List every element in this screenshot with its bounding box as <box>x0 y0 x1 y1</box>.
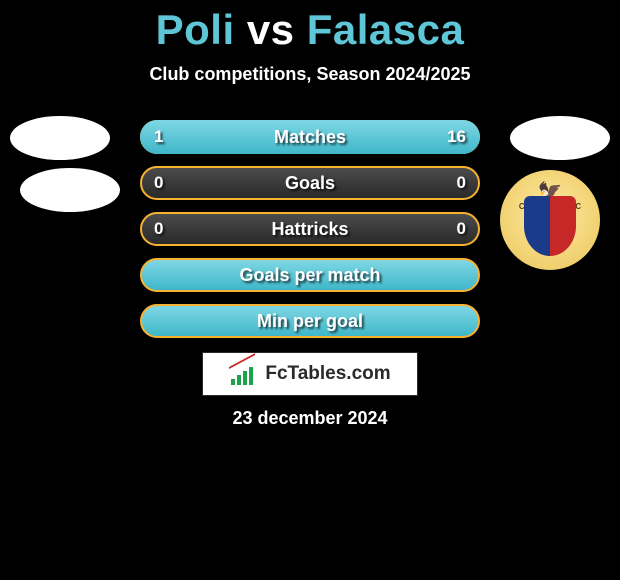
player2-avatar <box>510 116 610 160</box>
stats-panel: 116Matches 00Goals 00Hattricks Goals per ma… <box>140 120 480 350</box>
page-title: Poli vs Falasca <box>0 0 620 54</box>
stat-label: Hattricks <box>140 212 480 246</box>
brand-logo-icon <box>229 363 259 385</box>
title-player2: Falasca <box>307 6 465 53</box>
stat-label: Min per goal <box>140 304 480 338</box>
stat-label: Goals <box>140 166 480 200</box>
stat-label: Matches <box>140 120 480 154</box>
player2-club-crest: 🦅 CASERTANA FC <box>500 170 600 270</box>
stat-row: 00Hattricks <box>140 212 480 246</box>
stat-row: 00Goals <box>140 166 480 200</box>
player1-avatar-2 <box>20 168 120 212</box>
stat-row: 116Matches <box>140 120 480 154</box>
shield-icon <box>524 196 576 256</box>
stat-row: Goals per match <box>140 258 480 292</box>
date-label: 23 december 2024 <box>0 408 620 429</box>
player1-avatar-1 <box>10 116 110 160</box>
stat-label: Goals per match <box>140 258 480 292</box>
title-player1: Poli <box>156 6 235 53</box>
brand-text: FcTables.com <box>265 363 390 385</box>
subtitle: Club competitions, Season 2024/2025 <box>0 64 620 85</box>
stat-row: Min per goal <box>140 304 480 338</box>
brand-badge: FcTables.com <box>202 352 418 396</box>
title-vs: vs <box>247 6 295 53</box>
